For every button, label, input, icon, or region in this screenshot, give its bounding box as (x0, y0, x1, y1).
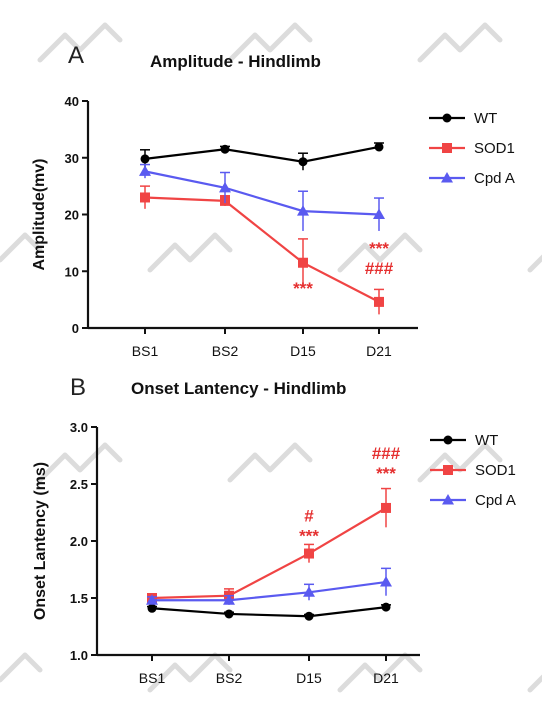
significance-label-b-0-1: *** (299, 527, 319, 546)
data-point-a-sod1-3 (374, 296, 384, 307)
chart-panel-b: B Onset Lantency - Hindlimb 1.0 1.5 2.0 2.5… (0, 360, 542, 714)
y-tick-label-a-4: 40 (65, 94, 79, 109)
significance-label-a-1-1: ### (365, 259, 394, 278)
data-point-b-cpd-a-3 (380, 576, 392, 587)
data-point-a-wt-2 (298, 157, 308, 167)
data-point-a-cpd-a-3 (373, 208, 385, 219)
x-tick-label-a-0: BS1 (132, 343, 159, 359)
significance-label-a-0-0: *** (293, 279, 313, 298)
y-axis-title-a: Amplitude(mv) (31, 159, 48, 271)
data-point-a-wt-0 (140, 154, 150, 164)
data-point-b-cpd-a-2 (303, 586, 315, 597)
chart-title-a: Amplitude - Hindlimb (150, 52, 321, 71)
legend-marker-b-cpd-a (442, 494, 454, 505)
data-point-b-wt-1 (224, 609, 234, 619)
data-point-a-sod1-0 (140, 192, 150, 203)
series-line-b-sod1 (151, 506, 387, 600)
data-point-b-sod1-2 (304, 548, 314, 559)
data-point-b-wt-2 (304, 611, 314, 621)
legend-label-b-wt: WT (475, 432, 498, 449)
data-point-a-cpd-a-2 (297, 205, 309, 216)
data-point-a-cpd-a-1 (219, 181, 231, 193)
data-point-a-cpd-a-0 (139, 165, 151, 176)
data-point-b-wt-0 (147, 603, 157, 613)
panel-label-a: A (68, 42, 85, 69)
x-tick-label-a-3: D21 (366, 343, 392, 359)
x-tick-label-a-1: BS2 (212, 343, 239, 359)
legend-label-a-wt: WT (474, 110, 497, 127)
legend-marker-a-wt (442, 113, 452, 123)
legend-marker-b-wt (443, 435, 453, 445)
significance-label-a-1-0: *** (369, 239, 389, 258)
legend-label-a-cpd-a: Cpd A (474, 170, 515, 187)
x-tick-label-a-2: D15 (290, 343, 316, 359)
y-tick-label-b-1: 1.5 (70, 591, 88, 606)
y-tick-label-b-0: 1.0 (70, 648, 88, 663)
x-tick-label-b-1: BS2 (216, 670, 243, 686)
series-line-b-cpd-a (152, 580, 387, 602)
legend-marker-a-sod1 (442, 143, 452, 153)
plot-area-a: 0 10 20 30 40 BS1 BS2 D15 D21 Amplitude(mv) WT SOD1… (31, 94, 515, 359)
legend-label-b-cpd-a: Cpd A (475, 492, 516, 509)
y-tick-label-b-3: 2.5 (70, 477, 88, 492)
y-tick-label-a-2: 20 (65, 208, 79, 223)
plot-area-b: 1.0 1.5 2.0 2.5 3.0 BS1 BS2 D15 D21 Onset Lantenc… (32, 420, 516, 686)
data-point-a-wt-3 (374, 142, 384, 152)
significance-label-b-1-1: *** (376, 464, 396, 483)
legend-label-a-sod1: SOD1 (474, 140, 515, 157)
series-line-a-cpd-a (144, 170, 380, 216)
data-point-b-cpd-a-0 (146, 594, 158, 605)
chart-title-b: Onset Lantency - Hindlimb (131, 379, 347, 398)
legend-label-b-sod1: SOD1 (475, 462, 516, 479)
data-point-b-cpd-a-1 (223, 594, 235, 605)
y-tick-label-a-0: 0 (72, 321, 79, 336)
y-tick-label-b-2: 2.0 (70, 534, 88, 549)
panel-label-b: B (70, 374, 87, 401)
significance-label-b-1-0: ### (372, 444, 401, 463)
data-point-b-wt-3 (381, 602, 391, 612)
x-tick-label-b-3: D21 (373, 670, 399, 686)
y-tick-label-a-3: 30 (65, 151, 79, 166)
significance-label-b-0-0: # (304, 507, 314, 526)
y-tick-label-b-4: 3.0 (70, 420, 88, 435)
x-tick-label-b-2: D15 (296, 670, 322, 686)
legend-marker-a-cpd-a (441, 172, 453, 183)
chart-panel-a: A Amplitude - Hindlimb 0 10 20 30 40 BS1 BS2 D1… (31, 42, 515, 359)
series-line-a-sod1 (144, 196, 380, 303)
data-point-b-sod1-3 (381, 502, 391, 513)
data-point-a-wt-1 (220, 144, 230, 154)
legend-marker-b-sod1 (443, 465, 453, 475)
y-tick-label-a-1: 10 (65, 264, 79, 279)
x-tick-label-b-0: BS1 (139, 670, 166, 686)
series-line-b-wt (151, 606, 387, 618)
y-axis-title-b: Onset Lantency (ms) (32, 462, 49, 620)
data-point-a-sod1-2 (298, 257, 308, 268)
series-line-a-wt (144, 145, 380, 163)
